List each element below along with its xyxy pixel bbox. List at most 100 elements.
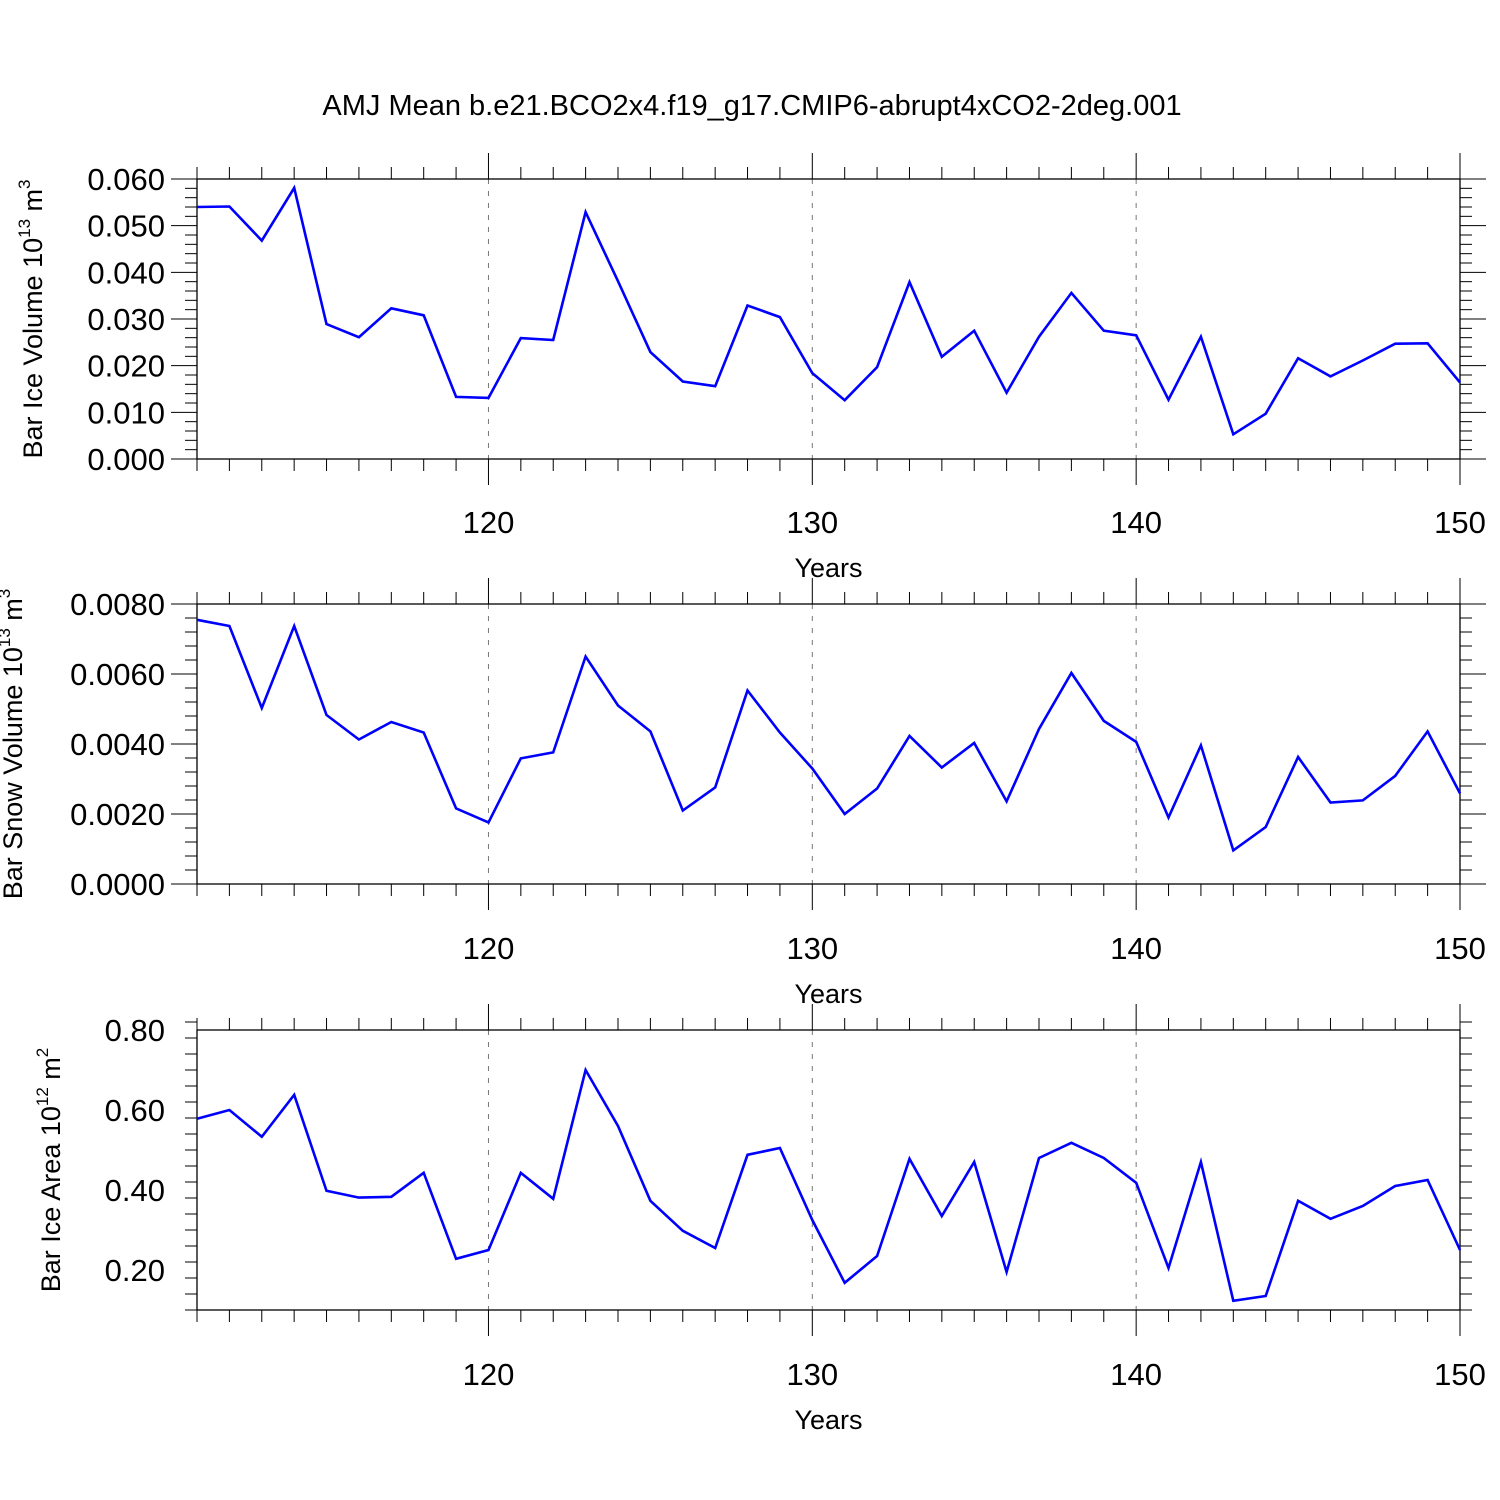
series-line xyxy=(196,618,1462,853)
data-point xyxy=(551,750,555,754)
data-point xyxy=(843,1281,847,1285)
x-axis-label: Years xyxy=(794,1405,862,1435)
data-point xyxy=(1069,1141,1073,1145)
data-point xyxy=(227,205,231,209)
x-tick-label: 120 xyxy=(463,1357,515,1392)
data-point xyxy=(292,624,296,628)
data-point xyxy=(1199,335,1203,339)
data-point xyxy=(1426,341,1430,345)
data-point xyxy=(325,713,329,717)
data-point xyxy=(357,1196,361,1200)
chart-panel-1: 0.000 0.010 0.020 0.030 0.040 0.050 0.060 120 13… xyxy=(15,153,1486,583)
chart-panels: 0.000 0.010 0.020 0.030 0.040 0.050 0.060 120 13… xyxy=(0,153,1486,1435)
data-point xyxy=(1134,1181,1138,1185)
data-point xyxy=(875,365,879,369)
data-point xyxy=(1102,1156,1106,1160)
plot-frame xyxy=(196,603,1461,885)
data-point xyxy=(810,767,814,771)
data-point xyxy=(778,730,782,734)
data-point xyxy=(616,1124,620,1128)
data-point xyxy=(292,1093,296,1097)
data-point xyxy=(681,809,685,813)
data-point xyxy=(1328,1217,1332,1221)
data-point xyxy=(486,1248,490,1252)
x-tick-label: 130 xyxy=(786,931,838,966)
y-tick-label: 0.050 xyxy=(87,209,165,244)
data-point xyxy=(713,384,717,388)
data-point xyxy=(681,380,685,384)
x-tick-label: 120 xyxy=(463,931,515,966)
data-point xyxy=(1328,800,1332,804)
data-point xyxy=(1264,1294,1268,1298)
data-point xyxy=(1231,848,1235,852)
data-point xyxy=(195,205,199,209)
data-point xyxy=(1069,291,1073,295)
data-point xyxy=(648,350,652,354)
chart-panel-2: 0.0000 0.0020 0.0040 0.0060 0.0080 120 130 140 1… xyxy=(0,578,1486,1009)
data-point xyxy=(325,1189,329,1193)
data-point xyxy=(1296,356,1300,360)
data-point xyxy=(713,1246,717,1250)
data-point xyxy=(584,1068,588,1072)
y-tick-label: 0.60 xyxy=(105,1093,165,1128)
data-point xyxy=(681,1229,685,1233)
data-point xyxy=(1393,774,1397,778)
data-point xyxy=(972,1160,976,1164)
data-point xyxy=(746,688,750,692)
series-line xyxy=(196,1066,1462,1303)
data-point xyxy=(1458,791,1462,795)
y-tick-label: 0.0000 xyxy=(70,867,165,902)
data-point xyxy=(357,335,361,339)
data-point xyxy=(1264,412,1268,416)
data-point xyxy=(486,396,490,400)
data-point xyxy=(1328,374,1332,378)
data-point xyxy=(1102,329,1106,333)
chart-panel-3: 0.20 0.40 0.60 0.80 120 130 140 150 Years Bar Ice… xyxy=(33,1004,1486,1435)
data-point xyxy=(422,313,426,317)
y-tick-label: 0.060 xyxy=(87,162,165,197)
data-point xyxy=(357,737,361,741)
data-point xyxy=(907,734,911,738)
data-point xyxy=(1426,1178,1430,1182)
data-point xyxy=(422,730,426,734)
data-point xyxy=(195,1117,199,1121)
figure-title: AMJ Mean b.e21.BCO2x4.f19_g17.CMIP6-abru… xyxy=(322,90,1181,122)
data-point xyxy=(1005,1270,1009,1274)
data-point xyxy=(292,186,296,190)
data-point xyxy=(584,210,588,214)
data-point xyxy=(810,371,814,375)
x-tick-label: 150 xyxy=(1434,1357,1486,1392)
data-point xyxy=(551,338,555,342)
data-point xyxy=(843,812,847,816)
data-point xyxy=(1231,432,1235,436)
data-point xyxy=(389,1195,393,1199)
data-point xyxy=(1069,671,1073,675)
x-tick-label: 130 xyxy=(786,1357,838,1392)
data-point xyxy=(389,720,393,724)
data-point xyxy=(972,329,976,333)
y-tick-label: 0.0060 xyxy=(70,657,165,692)
data-point xyxy=(260,706,264,710)
data-point xyxy=(486,820,490,824)
data-point xyxy=(1231,1299,1235,1303)
x-tick-label: 140 xyxy=(1110,931,1162,966)
data-point xyxy=(454,395,458,399)
data-point xyxy=(551,1197,555,1201)
data-point xyxy=(875,786,879,790)
data-point xyxy=(1134,333,1138,337)
data-point xyxy=(1458,380,1462,384)
x-tick-label: 140 xyxy=(1110,505,1162,540)
y-tick-label: 0.0080 xyxy=(70,587,165,622)
data-point xyxy=(422,1171,426,1175)
x-tick-label: 150 xyxy=(1434,505,1486,540)
data-point xyxy=(648,1199,652,1203)
data-point xyxy=(519,1171,523,1175)
data-point xyxy=(1393,342,1397,346)
plot-frame xyxy=(196,1029,1461,1311)
x-tick-label: 120 xyxy=(463,505,515,540)
data-point xyxy=(1264,825,1268,829)
data-point xyxy=(1037,335,1041,339)
x-tick-label: 140 xyxy=(1110,1357,1162,1392)
data-point xyxy=(1005,799,1009,803)
data-point xyxy=(778,1146,782,1150)
